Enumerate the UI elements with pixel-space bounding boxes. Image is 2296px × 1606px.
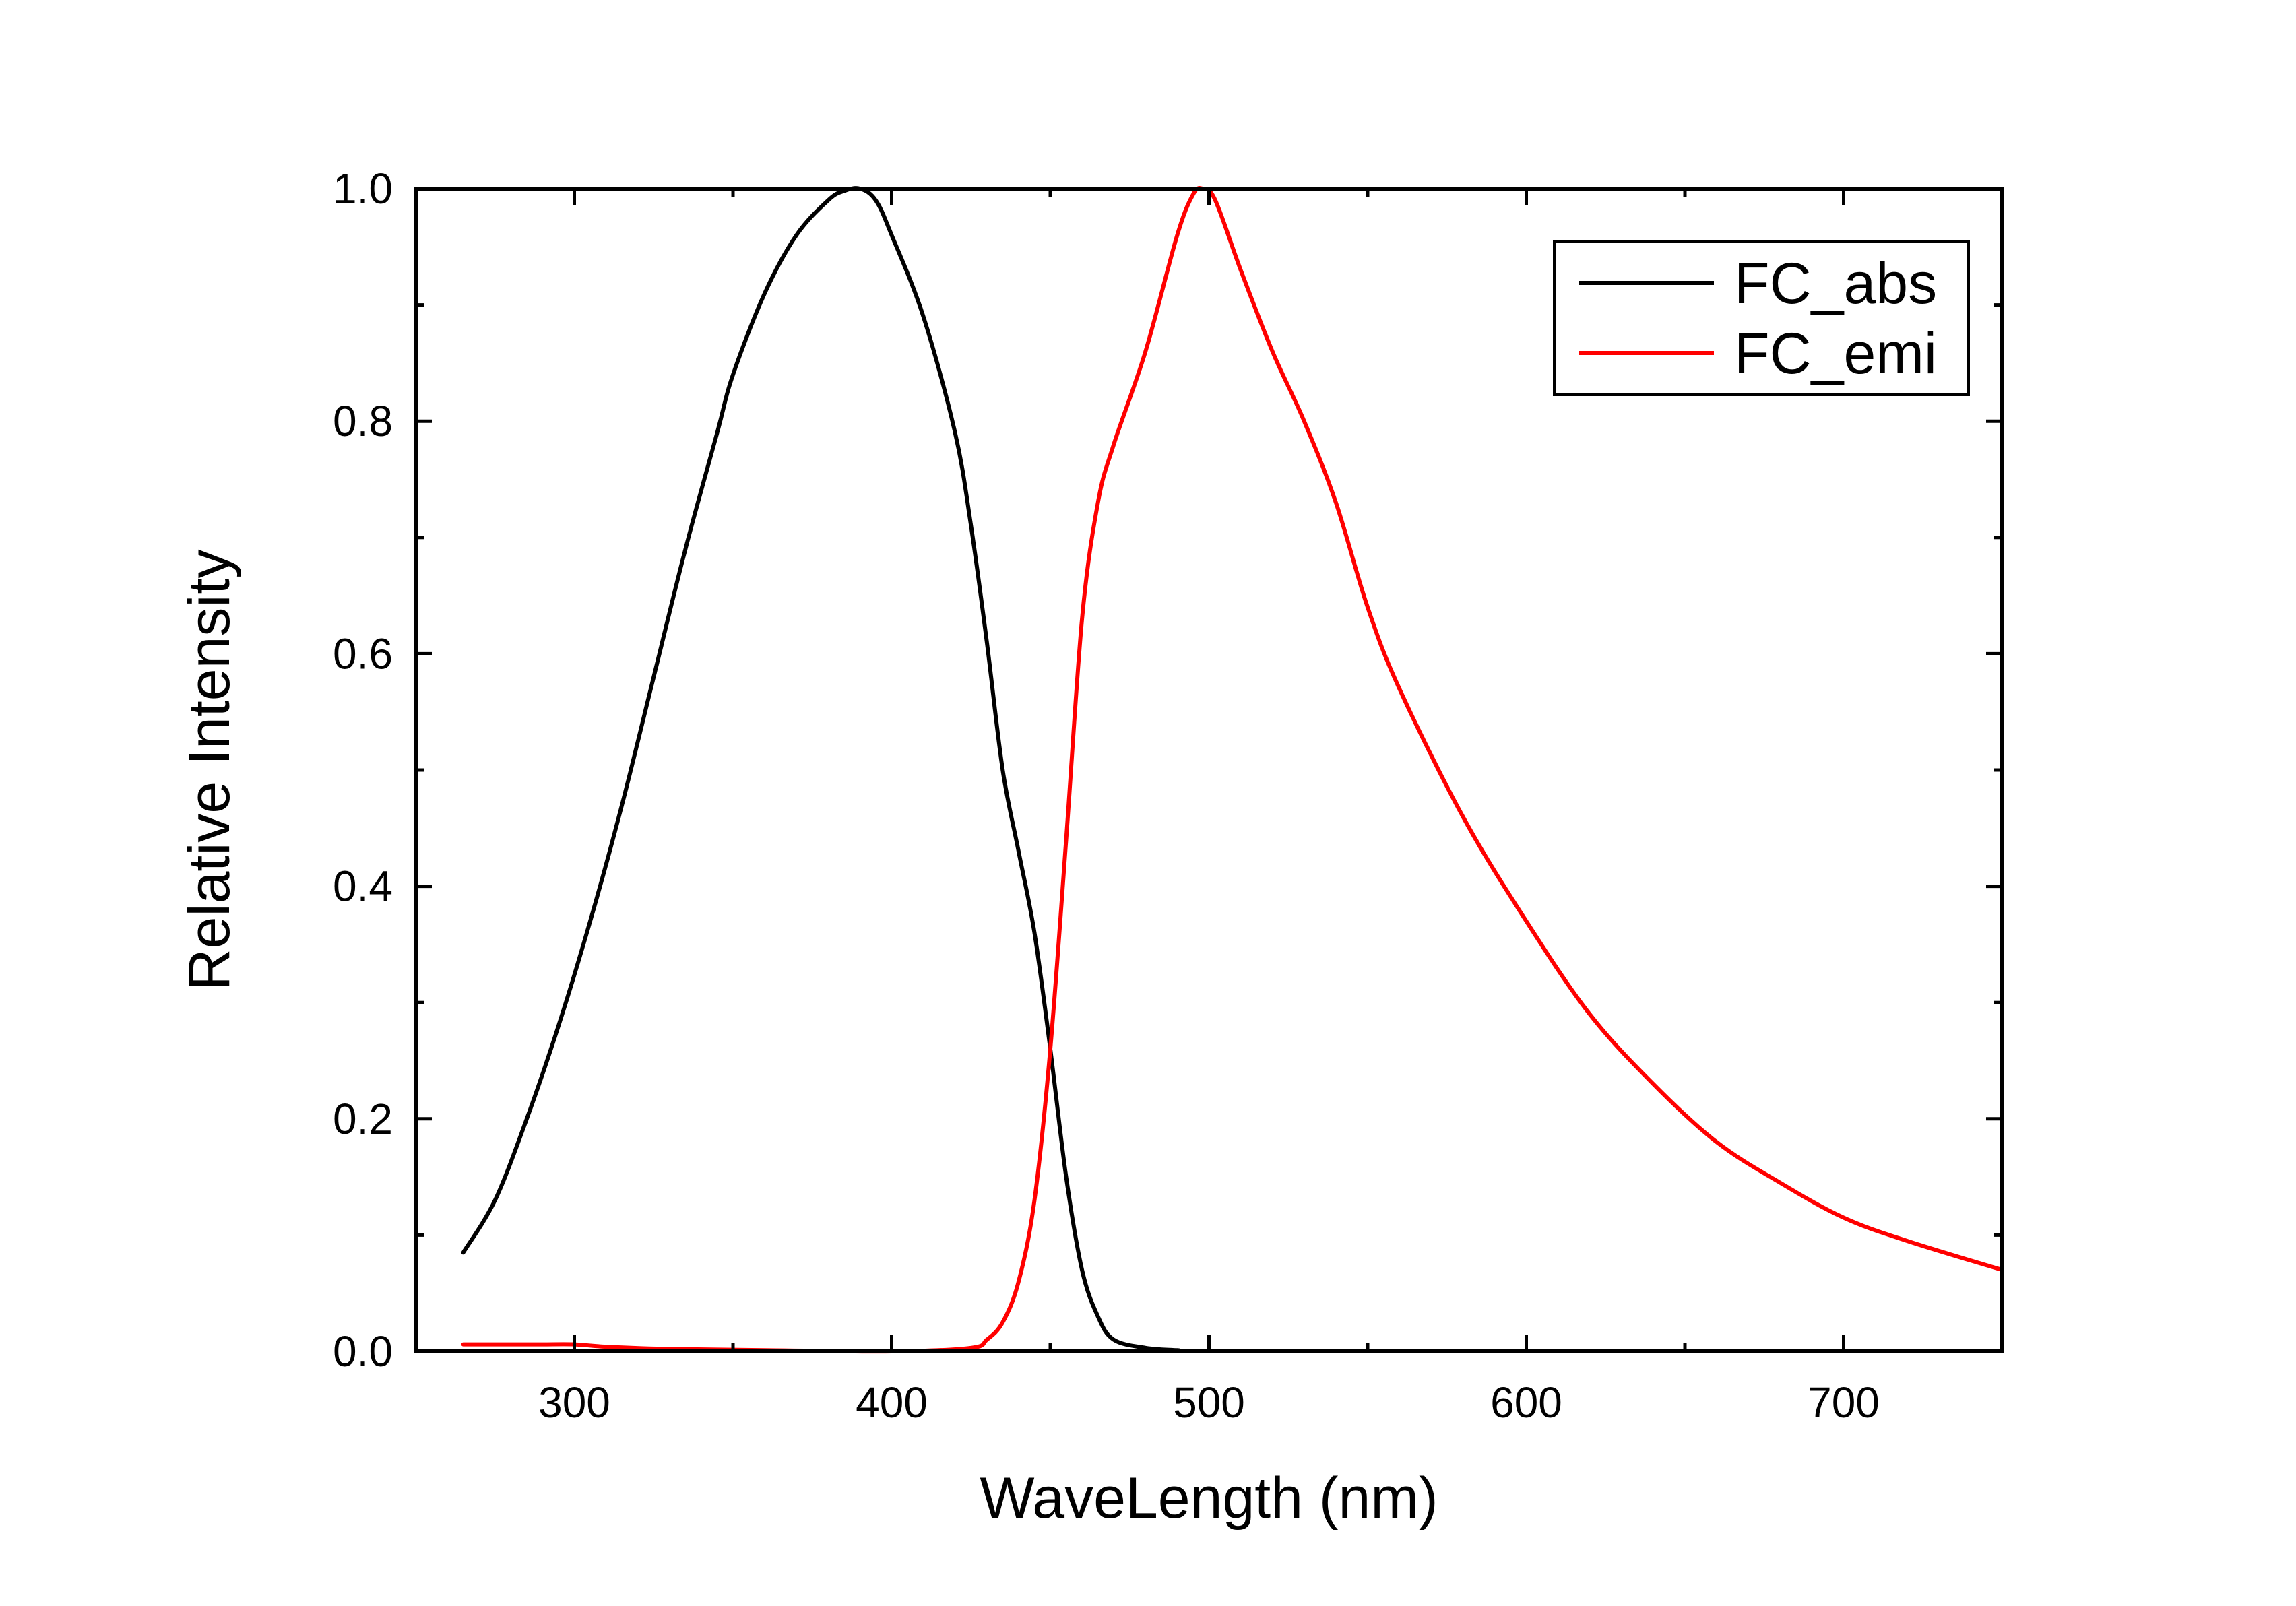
y-axis-title: Relative Intensity: [177, 550, 242, 991]
x-tick-label: 300: [538, 1378, 610, 1427]
series-line-fc-abs: [461, 186, 2004, 1354]
y-tick-label: 0.8: [333, 397, 393, 445]
x-axis-title: WaveLength (nm): [980, 1466, 1438, 1531]
legend: FC_abs FC_emi: [1553, 240, 1970, 396]
y-tick-label: 1.0: [333, 164, 393, 213]
y-tick-label: 0.2: [333, 1095, 393, 1143]
y-tick-label: 0.4: [333, 862, 393, 911]
x-tick-label: 500: [1173, 1378, 1245, 1427]
x-tick-label: 700: [1808, 1378, 1880, 1427]
y-tick-label: 0.0: [333, 1327, 393, 1376]
legend-box: [1553, 240, 1970, 396]
x-tick-label: 600: [1490, 1378, 1562, 1427]
legend-label-fc-emi: FC_emi: [1734, 321, 1937, 386]
legend-label-fc-abs: FC_abs: [1734, 251, 1937, 316]
axis-tick-labels: 300 400 500 600 700 0.0 0.2 0.4 0.6 0.8 1.0: [333, 164, 1880, 1427]
y-tick-label: 0.6: [333, 629, 393, 678]
axis-ticks: [414, 187, 2004, 1353]
x-tick-label: 400: [856, 1378, 928, 1427]
